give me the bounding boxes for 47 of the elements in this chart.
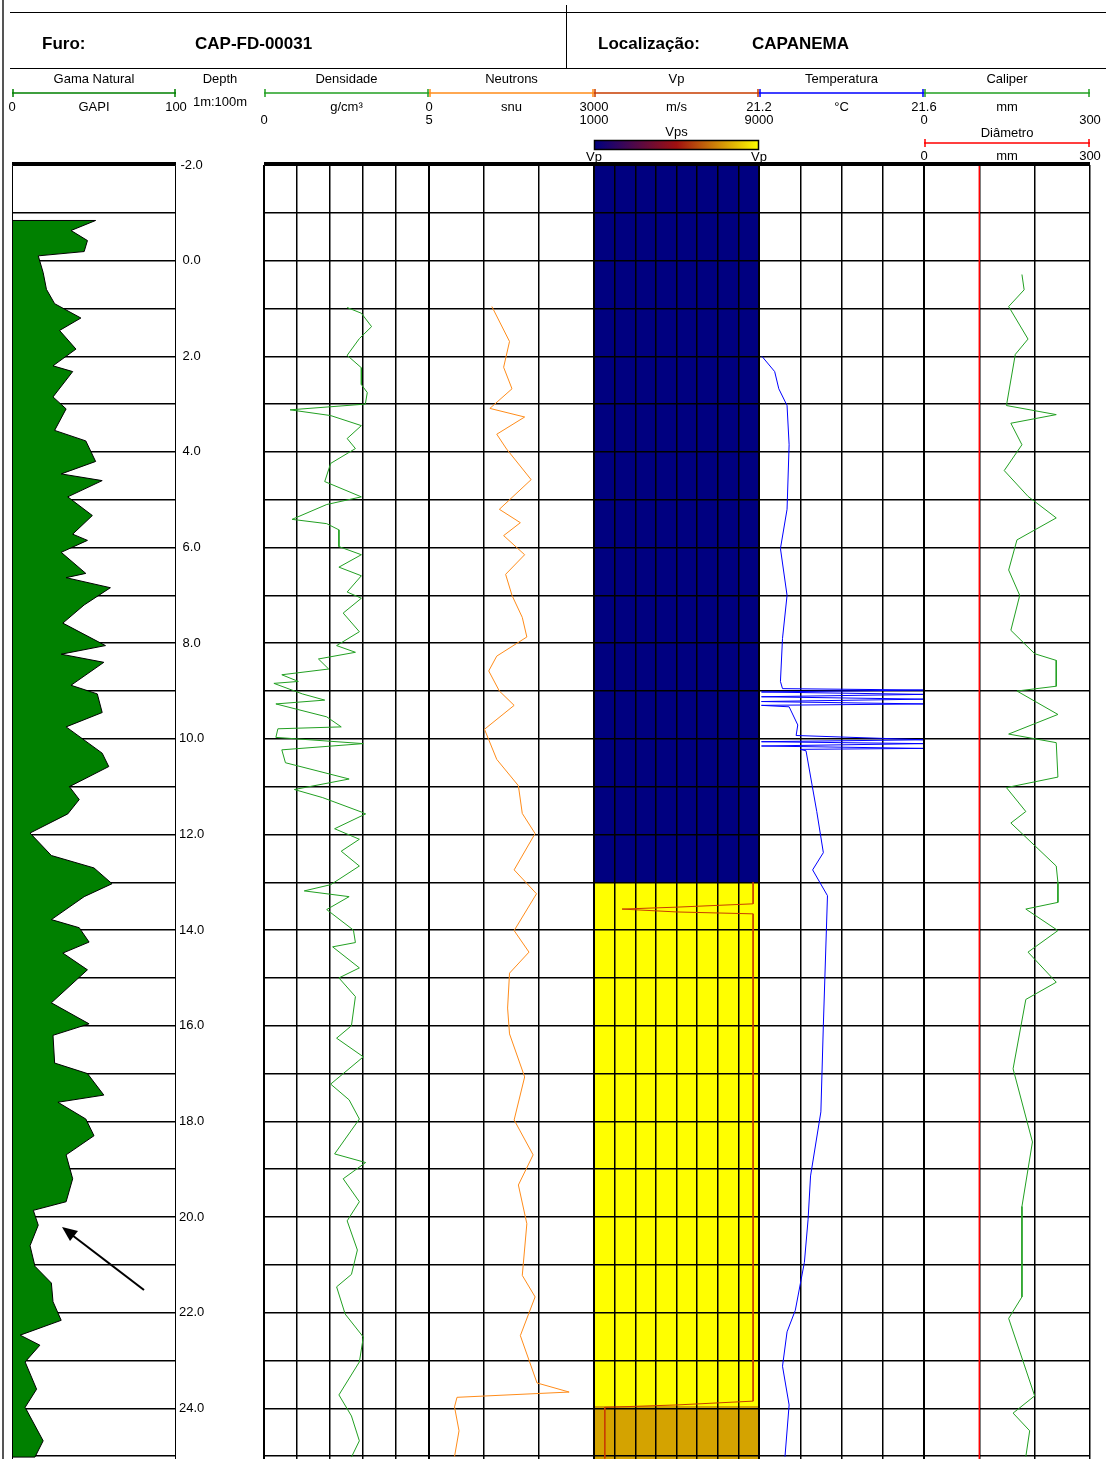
x-axis-title: m/s bbox=[666, 98, 688, 114]
x-axis-title: GAPI bbox=[78, 98, 110, 114]
y-tick-label: 4.0 bbox=[182, 443, 201, 459]
y-tick-label: 0.0 bbox=[182, 252, 201, 268]
color-bar-label: Vp bbox=[751, 148, 767, 164]
y-axis-title: Depth bbox=[202, 70, 238, 86]
text: CAP-FD-00031 bbox=[195, 34, 313, 54]
text: Furo: bbox=[42, 34, 86, 54]
x-tick-label: 100 bbox=[165, 98, 187, 114]
y-tick-label: -2.0 bbox=[180, 156, 203, 172]
x-tick-label: 21.2 bbox=[746, 98, 772, 114]
text: CAPANEMA bbox=[752, 34, 849, 54]
x-axis-title: mm bbox=[996, 98, 1018, 114]
y-tick-label: 20.0 bbox=[178, 1208, 205, 1224]
x-tick-label: 0 bbox=[8, 98, 16, 114]
chart-title: Temperatura bbox=[805, 70, 879, 86]
chart-title: Gama Natural bbox=[53, 70, 135, 86]
y-tick-label: 16.0 bbox=[178, 1017, 205, 1033]
x-tick-label: 9000 bbox=[744, 111, 774, 127]
y-tick-label: 14.0 bbox=[178, 921, 205, 937]
x-tick-label: 1000 bbox=[579, 111, 609, 127]
chart-title: Densidade bbox=[315, 70, 378, 86]
x-axis-title: g/cm³ bbox=[330, 98, 364, 114]
x-axis-title: snu bbox=[501, 98, 522, 114]
x-tick-label: 21.6 bbox=[911, 98, 937, 114]
chart-title: Vp bbox=[668, 70, 685, 86]
y-tick-label: 12.0 bbox=[178, 826, 205, 842]
x-tick-label: 0 bbox=[260, 111, 268, 127]
color-bar-label: Vp bbox=[586, 148, 602, 164]
y-tick-label: 6.0 bbox=[182, 539, 201, 555]
y-tick-label: 2.0 bbox=[182, 347, 201, 363]
y-tick-label: 10.0 bbox=[178, 730, 205, 746]
y-tick-label: 18.0 bbox=[178, 1112, 205, 1128]
x2-axis-title: mm bbox=[996, 147, 1018, 163]
text: 1m:100m bbox=[192, 93, 248, 109]
y-tick-label: 24.0 bbox=[178, 1399, 205, 1415]
y-tick-label: 8.0 bbox=[182, 634, 201, 650]
color-bar-title: Vps bbox=[665, 123, 689, 139]
chart-title: Neutrons bbox=[485, 70, 539, 86]
y-tick-label: 22.0 bbox=[178, 1304, 205, 1320]
x-tick-label: 3000 bbox=[579, 98, 609, 114]
x-tick-label: 0 bbox=[425, 98, 433, 114]
x-tick-label: 5 bbox=[425, 111, 433, 127]
x-axis-title: °C bbox=[834, 98, 849, 114]
chart-title: Caliper bbox=[986, 70, 1029, 86]
text: Localização: bbox=[598, 34, 701, 54]
series-label: Diâmetro bbox=[980, 124, 1034, 140]
